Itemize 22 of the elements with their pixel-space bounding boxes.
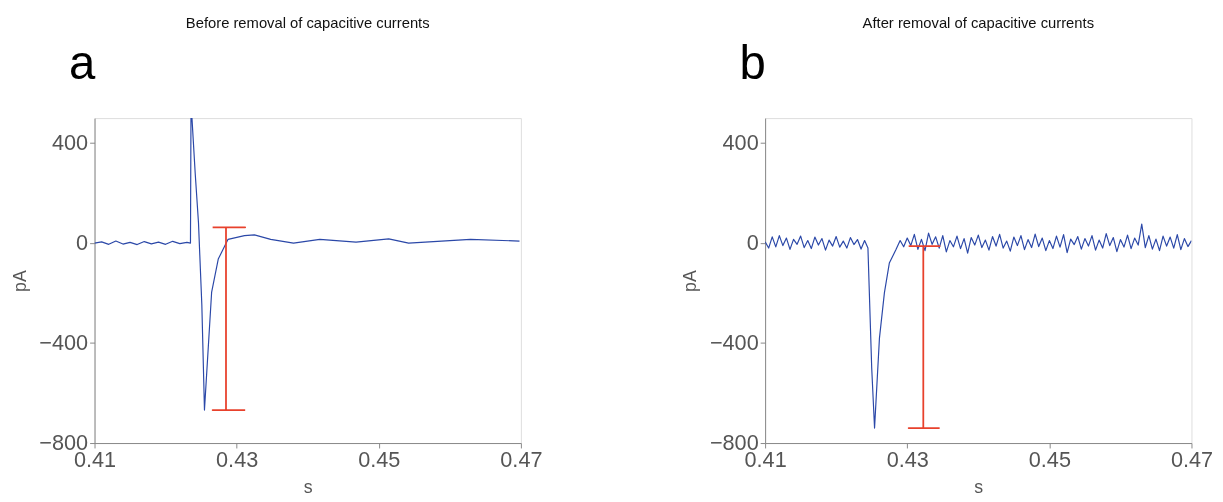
line-series bbox=[94, 118, 521, 411]
text: a bbox=[68, 35, 96, 89]
x-tick-label: 0.47 bbox=[1170, 447, 1214, 473]
y-tick-label: −400 bbox=[709, 330, 759, 356]
chart-title: Before removal of capacitive currents bbox=[185, 15, 430, 32]
x-axis-title: s bbox=[974, 476, 984, 497]
y-axis-title: pA bbox=[9, 270, 30, 292]
y-tick-label: 400 bbox=[51, 130, 89, 156]
x-tick-label: 0.43 bbox=[886, 447, 929, 473]
y-tick-label: 400 bbox=[722, 130, 759, 156]
x-tick-label: 0.45 bbox=[1028, 447, 1071, 473]
y-tick-label: −400 bbox=[39, 330, 89, 356]
x-tick-label: 0.47 bbox=[500, 447, 543, 473]
x-tick-label: 0.43 bbox=[216, 447, 259, 473]
y-axis-title: pA bbox=[680, 270, 701, 292]
y-tick-label: 0 bbox=[76, 230, 89, 256]
text: b bbox=[739, 35, 766, 89]
x-axis-title: s bbox=[303, 476, 313, 497]
x-tick-label: 0.45 bbox=[358, 447, 401, 473]
chart-title: After removal of capacitive currents bbox=[862, 15, 1095, 32]
y-tick-label: 0 bbox=[746, 230, 759, 256]
line-series bbox=[765, 223, 1192, 429]
